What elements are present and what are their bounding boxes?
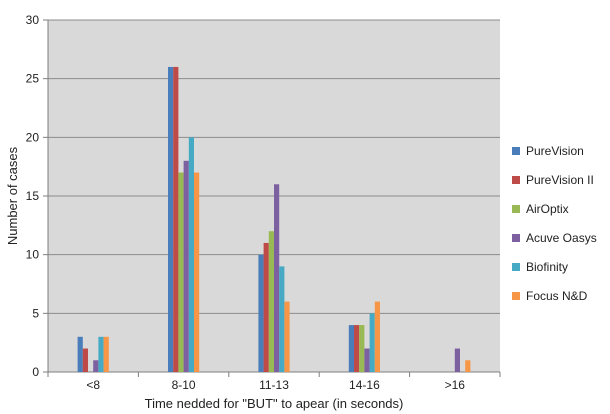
x-tick-label: 11-13 [259,378,289,392]
legend-label: Acuve Oasys [526,231,597,245]
bar-biofinity [188,137,194,372]
legend-label: AirOptix [526,202,569,216]
bar-purevision [258,254,264,372]
legend-swatch [512,234,520,242]
bar-focus-n-d [284,301,290,372]
bar-airoptix [359,325,365,372]
axes [43,19,501,377]
x-tick-label: <8 [86,378,100,392]
bar-purevision [77,336,83,372]
bar-acuve-oasys [364,348,370,372]
legend-label: PureVision [526,144,584,158]
y-tick-label: 15 [26,189,40,203]
legend-swatch [512,292,520,300]
legend-swatch [512,147,520,155]
bar-airoptix [268,231,274,372]
x-tick-label: 8-10 [172,378,196,392]
bar-focus-n-d [374,301,380,372]
bar-focus-n-d [465,360,471,372]
y-tick-label: 25 [26,72,40,86]
y-tick-label: 30 [26,13,40,27]
bar-airoptix [178,172,184,372]
legend-label: Focus N&D [526,289,588,303]
legend-swatch [512,205,520,213]
legend-swatch [512,263,520,271]
legend: PureVision PureVision II AirOptix Acuve Oas… [512,144,597,303]
x-tick-label: 14-16 [349,378,380,392]
bar-purevision [168,66,174,372]
bar-acuve-oasys [93,360,99,372]
y-tick-label: 20 [26,130,40,144]
bar-biofinity [369,313,375,372]
legend-label: Biofinity [526,260,568,274]
bar-purevision [348,325,354,372]
bar-purevision-ii [263,242,269,372]
bar-acuve-oasys [274,184,280,372]
y-tick-label: 10 [26,248,40,262]
y-axis-title: Number of cases [5,146,20,245]
legend-swatch [512,176,520,184]
bar-acuve-oasys [183,160,189,372]
bar-focus-n-d [194,172,200,372]
y-tick-label: 0 [32,365,39,379]
bar-biofinity [98,336,104,372]
y-tick-label: 5 [32,306,39,320]
bar-acuve-oasys [454,348,460,372]
bar-purevision-ii [173,66,179,372]
x-tick-label: >16 [445,378,466,392]
bars [77,66,471,372]
bar-focus-n-d [103,336,109,372]
bar-biofinity [279,266,285,372]
tick-labels: 0 5 10 15 20 25 30 <8 8-10 11-13 14-16 >16 [26,13,466,392]
bar-purevision-ii [82,348,88,372]
legend-label: PureVision II [526,173,594,187]
bar-purevision-ii [354,325,360,372]
x-axis-title: Time nedded for "BUT" to apear (in secon… [145,396,404,411]
